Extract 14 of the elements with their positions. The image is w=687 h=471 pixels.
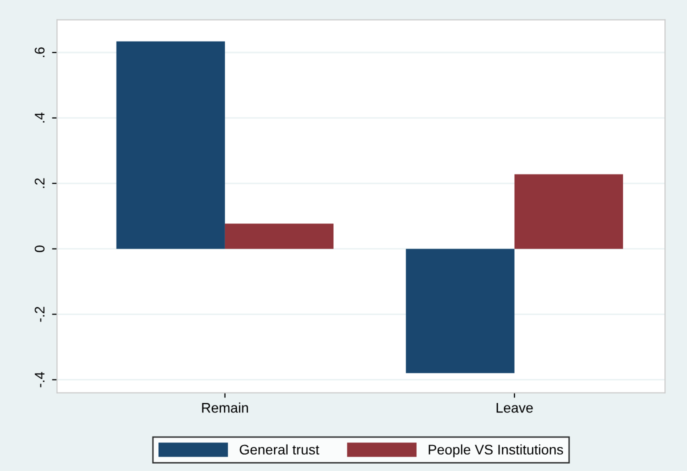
legend-label: People VS Institutions — [428, 444, 564, 458]
x-tick-label: Remain — [202, 402, 248, 413]
bar — [116, 41, 225, 249]
bar — [406, 248, 514, 374]
y-tick-label: .2 — [34, 178, 44, 188]
y-tick-label: 0 — [34, 246, 45, 252]
bar — [224, 224, 334, 249]
legend-label: General trust — [240, 444, 320, 455]
y-tick-label: .6 — [34, 47, 45, 58]
y-tick-label: .4 — [34, 112, 44, 122]
y-tick-label: -.2 — [34, 306, 44, 322]
x-tick-label: Leave — [496, 403, 533, 413]
y-tick-label: -.4 — [34, 372, 44, 388]
bar — [514, 174, 624, 249]
